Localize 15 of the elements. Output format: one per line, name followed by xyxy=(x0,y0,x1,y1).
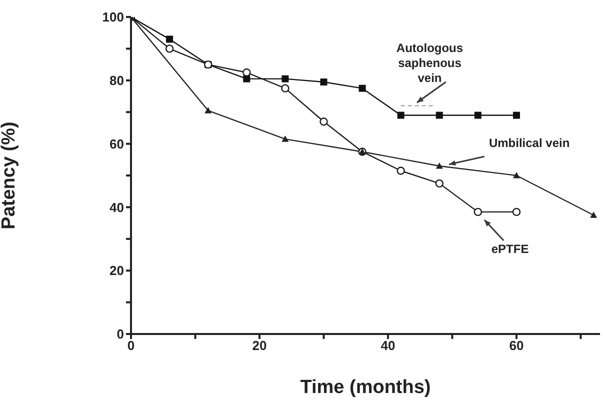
y-tick-label: 0 xyxy=(116,326,124,342)
annotation: Autologous saphenous vein xyxy=(396,40,464,85)
annotation: Umbilical vein xyxy=(488,136,570,150)
annotation: ePTFE xyxy=(491,242,529,256)
y-axis-title: Patency (%) xyxy=(0,122,20,230)
y-tick-label: 20 xyxy=(110,263,124,278)
y-tick-label: 100 xyxy=(102,10,124,25)
x-axis-title: Time (months) xyxy=(300,377,431,398)
x-tick-label: 60 xyxy=(509,338,524,354)
y-tick-label: 40 xyxy=(110,200,124,215)
x-tick-label: 0 xyxy=(127,338,135,354)
y-tick-label: 80 xyxy=(110,73,124,88)
y-tick-label: 60 xyxy=(110,136,124,152)
x-tick-label: 40 xyxy=(380,338,396,354)
x-tick-label: 20 xyxy=(252,338,267,354)
